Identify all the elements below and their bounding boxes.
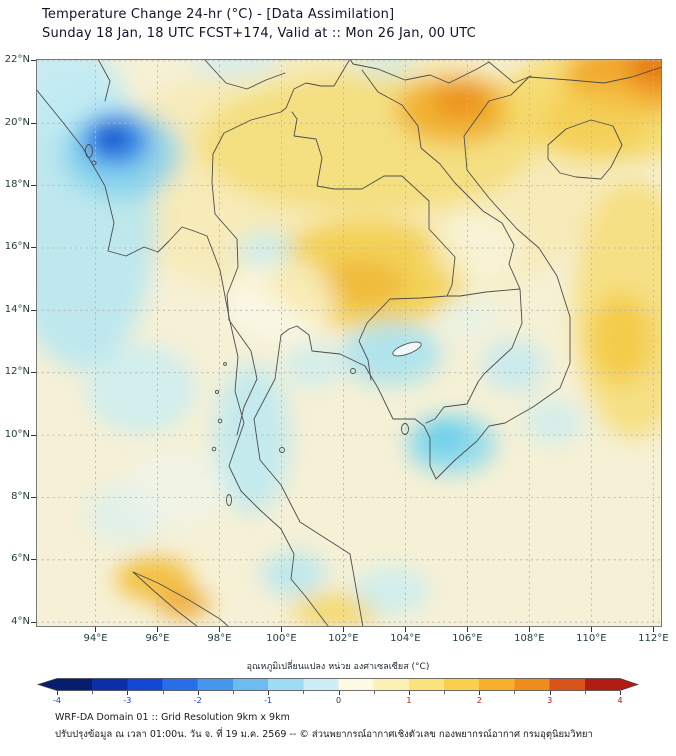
lon-tick-mark [156,627,158,632]
footer-update-info: ปรับปรุงข้อมูล ณ เวลา 01:00น. วัน จ. ที่… [55,729,593,740]
lon-tick-mark [590,627,592,632]
coastline-west [36,88,330,627]
lat-tick-mark [31,621,36,623]
lat-tick-label: 10°N [4,428,30,440]
island-phuquoc [401,423,409,435]
colorbar-tick-label: 0 [335,696,342,705]
colorbar-tick-label: 1 [406,696,412,705]
lat-tick-label: 16°N [4,241,30,253]
map-frame [36,59,662,627]
lat-tick-mark [31,559,36,561]
colorbar-tick-mark [197,691,199,695]
lat-tick-mark [31,185,36,187]
coastline-sumatra [132,571,230,627]
lon-tick-mark [404,627,406,632]
colorbar-tick-label: -2 [193,696,202,705]
colorbar-tick-mark [127,691,129,695]
lat-tick-label: 4°N [11,615,30,627]
colorbar-tick-label: -3 [123,696,132,705]
lon-tick-mark [342,627,344,632]
lat-tick-label: 14°N [4,303,30,315]
lat-tick-label: 20°N [4,116,30,128]
colorbar [36,678,640,691]
island-samui [279,447,285,453]
lon-tick-label: 98°E [207,633,232,644]
island-mergui [211,446,217,452]
lat-tick-mark [31,309,36,311]
colorbar-bar [36,678,640,691]
page-subtitle: Sunday 18 Jan, 18 UTC FCST+174, Valid at… [42,26,476,41]
colorbar-tick-mark [549,691,551,695]
lat-tick-mark [31,60,36,62]
coastline-east [253,66,662,627]
island-mergui [223,362,227,366]
footer-domain-info: WRF-DA Domain 01 :: Grid Resolution 9km … [55,712,290,723]
colorbar-minor-tick [444,691,446,694]
lon-tick-mark [95,627,96,632]
colorbar-minor-tick [232,691,234,694]
page-title: Temperature Change 24-hr (°C) - [Data As… [42,7,395,22]
lat-tick-label: 18°N [4,179,30,191]
island-ramree [85,144,93,158]
lon-tick-label: 112°E [638,633,669,644]
colorbar-tick-label: -1 [264,696,273,705]
lon-tick-label: 96°E [145,633,170,644]
lat-tick-label: 12°N [4,366,30,378]
colorbar-tick-mark [57,691,58,695]
lon-tick-label: 110°E [576,633,607,644]
lon-tick-label: 100°E [266,633,297,644]
colorbar-minor-tick [92,691,94,694]
lon-tick-mark [528,627,530,632]
lat-tick-mark [31,372,36,374]
island-ramree [91,160,97,166]
colorbar-tick-label: 4 [617,696,623,705]
lon-tick-mark [652,627,654,632]
lat-tick-label: 6°N [11,553,30,565]
colorbar-tick-mark [408,691,410,695]
colorbar-tick-mark [620,691,621,695]
lon-tick-label: 104°E [390,633,421,644]
island-mergui [217,418,223,424]
colorbar-tick-mark [268,691,270,695]
colorbar-tick-label: -4 [53,696,61,705]
lon-tick-label: 102°E [328,633,359,644]
lat-tick-label: 8°N [11,490,30,502]
colorbar-minor-tick [584,691,586,694]
island-mergui [214,389,220,395]
colorbar-minor-tick [514,691,516,694]
lon-tick-label: 106°E [452,633,483,644]
colorbar-tick-mark [479,691,481,695]
lat-tick-mark [31,122,36,124]
coastline-hainan [547,119,623,180]
lat-tick-label: 22°N [4,54,30,66]
island-phuket [226,494,232,506]
lon-tick-label: 94°E [83,633,108,644]
tonle-sap-lake [392,341,422,357]
colorbar-tick-mark [338,691,340,695]
colorbar-label: อุณหภูมิเปลี่ยนแปลง หน่วย องศาเซลเซียส (… [246,662,430,672]
national-borders [97,59,532,436]
map-canvas [36,59,662,627]
colorbar-minor-tick [373,691,375,694]
lat-tick-mark [31,496,36,498]
colorbar-minor-tick [162,691,164,694]
island-kohchang [350,368,356,374]
grid-lines [36,59,662,627]
coastlines-and-borders [36,59,662,627]
lat-tick-mark [31,434,36,436]
lon-tick-mark [280,627,282,632]
colorbar-minor-tick [303,691,305,694]
lon-tick-mark [466,627,468,632]
lon-tick-label: 108°E [514,633,545,644]
lat-tick-mark [31,247,36,249]
colorbar-tick-label: 2 [476,696,482,705]
colorbar-tick-label: 3 [547,696,553,705]
lon-tick-mark [218,627,220,632]
